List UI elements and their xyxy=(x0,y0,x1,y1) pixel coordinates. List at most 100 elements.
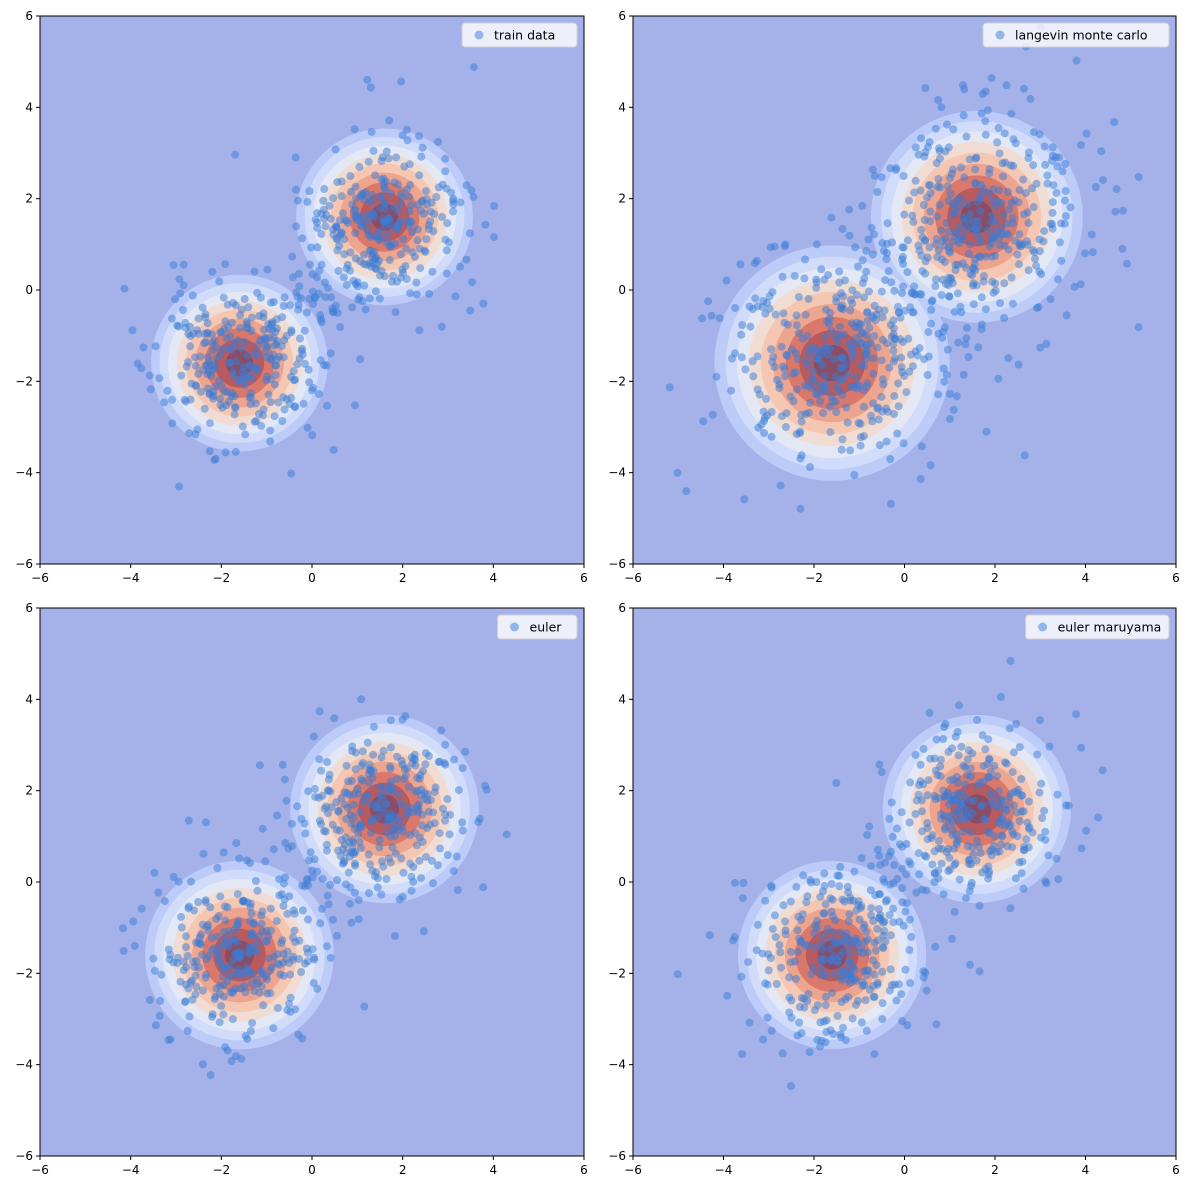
data-point xyxy=(1049,181,1058,190)
data-point xyxy=(946,415,954,424)
data-point xyxy=(377,890,386,899)
data-point xyxy=(827,213,836,222)
data-point xyxy=(1097,147,1106,156)
data-point xyxy=(157,970,166,979)
data-point xyxy=(402,125,411,134)
data-point xyxy=(186,342,195,351)
data-point xyxy=(137,364,146,373)
data-point xyxy=(738,894,747,903)
data-point xyxy=(930,754,939,763)
data-point xyxy=(1041,160,1050,169)
data-point xyxy=(826,428,835,437)
data-point xyxy=(955,701,963,710)
y-tick-label: −2 xyxy=(15,966,33,980)
data-point xyxy=(1081,249,1089,258)
data-point xyxy=(219,981,228,990)
data-point xyxy=(1055,238,1064,247)
data-point xyxy=(935,201,944,210)
data-point xyxy=(960,804,968,813)
data-point xyxy=(976,207,985,216)
data-point xyxy=(424,807,433,816)
data-point xyxy=(179,281,188,290)
data-point xyxy=(1008,219,1017,228)
data-point xyxy=(345,790,354,799)
data-point xyxy=(857,854,866,863)
data-point xyxy=(342,761,351,770)
data-point xyxy=(1082,826,1091,835)
data-point xyxy=(456,262,464,271)
data-point xyxy=(226,972,235,981)
data-point xyxy=(289,906,298,915)
data-point xyxy=(233,890,242,899)
data-point xyxy=(911,176,920,185)
data-point xyxy=(889,347,898,355)
x-tick-label: −6 xyxy=(31,1163,49,1177)
data-point xyxy=(1066,203,1075,212)
data-point xyxy=(357,774,366,783)
legend-box xyxy=(497,614,578,640)
plot-area xyxy=(633,16,1176,564)
data-point xyxy=(841,995,850,1004)
data-point xyxy=(963,755,972,764)
legend-label: train data xyxy=(494,28,555,43)
data-point xyxy=(796,427,805,436)
data-point xyxy=(309,732,318,741)
data-point xyxy=(394,180,403,189)
data-point xyxy=(218,403,227,412)
data-point xyxy=(781,917,789,926)
y-tick-label: 0 xyxy=(25,283,33,297)
data-point xyxy=(889,340,898,349)
data-point xyxy=(270,341,279,350)
data-point xyxy=(893,429,902,438)
data-point xyxy=(858,981,867,990)
data-point xyxy=(937,859,946,868)
data-point xyxy=(405,207,414,216)
data-point xyxy=(1045,742,1054,751)
data-point xyxy=(847,382,856,391)
data-point xyxy=(851,936,860,945)
data-point xyxy=(462,255,471,264)
data-point xyxy=(845,205,854,214)
data-point xyxy=(963,770,972,779)
data-point xyxy=(213,864,222,872)
data-point xyxy=(900,210,909,219)
data-point xyxy=(958,789,967,798)
data-point xyxy=(1061,212,1070,221)
data-point xyxy=(337,192,346,201)
data-point xyxy=(247,313,256,322)
data-point xyxy=(875,760,884,769)
data-point xyxy=(795,934,804,943)
data-point xyxy=(366,197,375,206)
data-point xyxy=(420,795,429,803)
data-point xyxy=(421,247,430,256)
data-point xyxy=(875,913,884,922)
data-point xyxy=(918,885,927,894)
data-point xyxy=(830,970,839,979)
data-point xyxy=(401,771,410,780)
data-point xyxy=(169,873,178,881)
data-point xyxy=(163,386,172,395)
data-point xyxy=(870,1050,879,1059)
data-point xyxy=(263,265,272,274)
legend: langevin monte carlo xyxy=(982,22,1170,48)
data-point xyxy=(928,296,937,305)
data-point xyxy=(973,836,981,845)
data-point xyxy=(1017,869,1026,878)
y-tick-label: 2 xyxy=(618,784,626,798)
data-point xyxy=(346,899,354,908)
data-point xyxy=(155,374,164,383)
data-point xyxy=(932,735,941,744)
data-point xyxy=(926,181,934,190)
data-point xyxy=(1002,801,1011,810)
data-point xyxy=(305,378,314,387)
data-point xyxy=(1054,875,1063,884)
data-point xyxy=(185,429,194,438)
data-point xyxy=(264,932,273,941)
data-point xyxy=(878,375,887,384)
data-point xyxy=(425,290,434,298)
data-point xyxy=(120,284,129,293)
data-point xyxy=(957,742,966,751)
data-point xyxy=(364,889,373,898)
data-point xyxy=(914,790,923,799)
